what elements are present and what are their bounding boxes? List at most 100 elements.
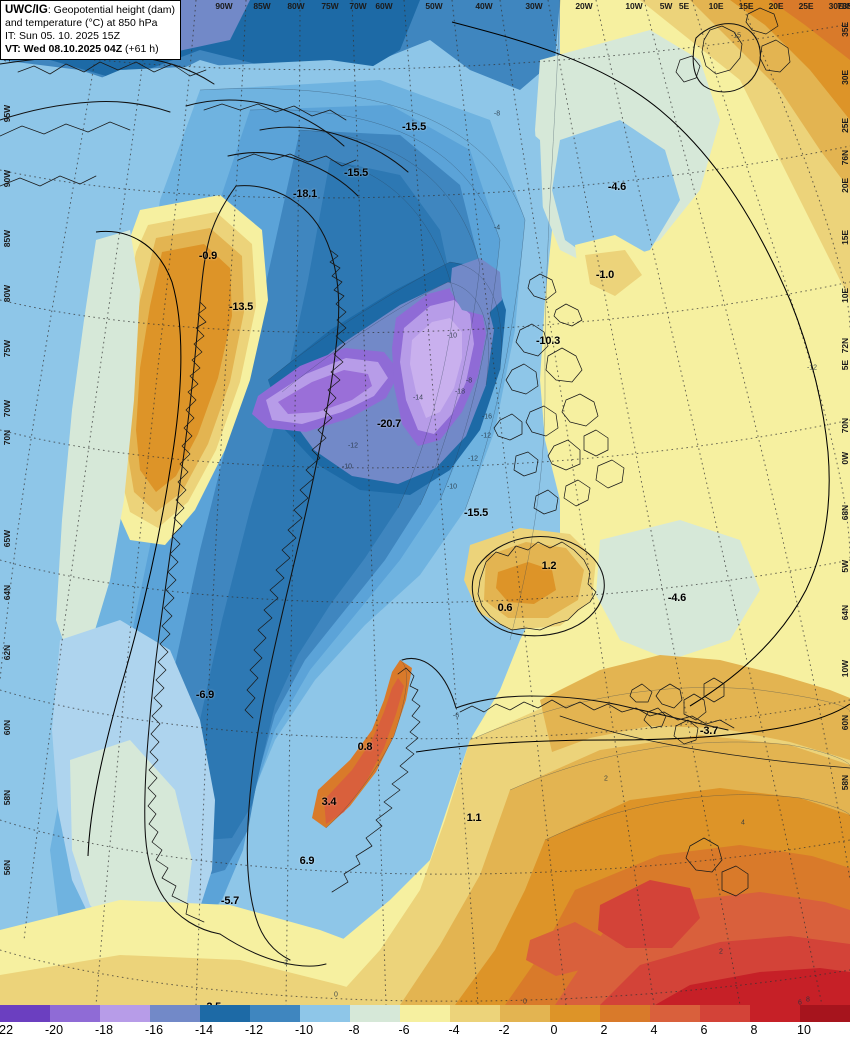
value-label: 1.2	[541, 560, 557, 572]
contour-label: 4	[741, 819, 745, 827]
colorbar-swatch	[0, 1005, 50, 1022]
colorbar-tick-label: 6	[700, 1023, 708, 1037]
lat-tick-label-right: 30E	[840, 70, 850, 85]
geopotential-height-contours	[87, 21, 850, 857]
contour-label: 6	[798, 999, 802, 1006]
info-title-line2: and temperature (°C) at 850 hPa	[5, 17, 158, 30]
lon-tick-label: 10E	[708, 1, 724, 11]
value-label: 1.1	[466, 812, 482, 824]
lon-tick-label: 15E	[738, 1, 754, 11]
value-label: 0.8	[357, 741, 373, 753]
colorbar-swatch	[150, 1005, 200, 1022]
lat-tick-label-left: 60N	[2, 720, 12, 736]
valid-time-value: VT: Wed 08.10.2025 04Z	[5, 42, 123, 55]
lat-tick-label-left: 95W	[2, 105, 12, 123]
init-time: IT: Sun 05. 10. 2025 15Z	[5, 30, 120, 43]
lon-tick-label: 90W	[215, 1, 233, 11]
value-label: -6.9	[195, 689, 215, 701]
colorbar-tick-label: -2	[498, 1023, 510, 1037]
colorbar-tick-label: -4	[448, 1023, 460, 1037]
value-label: 3.4	[321, 796, 337, 808]
info-box: UWC/IG: Geopotential height (dam) and te…	[0, 0, 182, 60]
colorbar-swatch	[500, 1005, 550, 1022]
temperature-field	[0, 0, 850, 1005]
colorbar-tick-label: -12	[244, 1023, 264, 1037]
lat-tick-label-right: 70N	[840, 418, 850, 434]
lat-tick-label-left: 70W	[2, 400, 12, 418]
value-label: -20.7	[376, 418, 402, 430]
colorbar-strip	[0, 1005, 850, 1022]
colorbar-tick-label: -18	[94, 1023, 114, 1037]
lat-tick-label-left: 64N	[2, 585, 12, 601]
value-label: -10.3	[535, 335, 561, 347]
value-label: -5.7	[220, 895, 240, 907]
colorbar-swatch	[700, 1005, 750, 1022]
lat-tick-label-right: 5E	[840, 360, 850, 371]
contour-label: -10	[446, 332, 458, 340]
lon-tick-label: 85W	[253, 1, 271, 11]
colorbar-tick-label: -14	[194, 1023, 214, 1037]
value-label: 0.6	[497, 602, 513, 614]
contour-label: -12	[467, 455, 479, 463]
value-label: -15.5	[401, 121, 427, 133]
contour-label: -2	[281, 959, 289, 967]
contour-label: -15	[730, 32, 742, 40]
lat-tick-label-right: 58N	[840, 775, 850, 791]
colorbar-tick-label: 0	[550, 1023, 558, 1037]
lat-tick-label-left: 58N	[2, 790, 12, 806]
lon-tick-label: 30W	[525, 1, 543, 11]
lat-tick-label-right: 10W	[840, 660, 850, 678]
colorbar-swatch	[50, 1005, 100, 1022]
contour-label: 2	[604, 775, 608, 783]
value-label: -3.7	[699, 725, 719, 737]
valid-time: VT: Wed 08.10.2025 04Z (+61 h)	[5, 43, 175, 56]
contour-label: 2	[719, 948, 723, 956]
colorbar-swatch	[650, 1005, 700, 1022]
lat-tick-label-right: 60N	[840, 715, 850, 731]
lat-tick-label-left: 70N	[2, 430, 12, 446]
lon-tick-label: 20E	[768, 1, 784, 11]
colorbar-tick-label: -10	[294, 1023, 314, 1037]
contour-label: 0	[334, 991, 338, 999]
contour-label: -8	[465, 377, 473, 385]
colorbar-tick-label: 4	[650, 1023, 658, 1037]
colorbar-tick-label: -16	[144, 1023, 164, 1037]
info-title-line1: UWC/IG: Geopotential height (dam)	[5, 3, 175, 17]
lat-tick-label-right: 25E	[840, 118, 850, 133]
contour-label: -18	[454, 388, 466, 396]
lat-tick-label-left: 80W	[2, 285, 12, 303]
contour-label: -12	[806, 364, 818, 372]
lat-tick-label-right: 68N	[840, 505, 850, 521]
lat-tick-label-left: 65W	[2, 530, 12, 548]
lon-tick-label: 20W	[575, 1, 593, 11]
colorbar-swatch	[100, 1005, 150, 1022]
lat-tick-label-left: 62N	[2, 645, 12, 661]
value-label: -13.5	[228, 301, 254, 313]
lat-tick-label-left: 56N	[2, 860, 12, 876]
value-label: -0.9	[198, 250, 218, 262]
lon-tick-label: 75W	[321, 1, 339, 11]
lat-tick-label-right: 5W	[840, 560, 850, 573]
lat-tick-label-left: 90W	[2, 170, 12, 188]
lon-tick-label: 50W	[425, 1, 443, 11]
colorbar-tick-label: -8	[348, 1023, 360, 1037]
lon-tick-label: 40W	[475, 1, 493, 11]
contour-label: -14	[412, 394, 424, 402]
contour-label: -4	[493, 224, 501, 232]
contour-label: -12	[347, 442, 359, 450]
contour-label: -10	[341, 463, 353, 471]
colorbar-tick-label: 10	[797, 1023, 811, 1037]
contour-label: -8	[493, 110, 501, 118]
colorbar-tick-label: -20	[44, 1023, 64, 1037]
lat-tick-label-right: 0W	[840, 452, 850, 465]
lon-tick-label: 10W	[625, 1, 643, 11]
lat-tick-label-right: 10E	[840, 288, 850, 303]
contour-label: 0	[523, 998, 527, 1006]
colorbar-swatch	[600, 1005, 650, 1022]
value-label: 6.9	[299, 855, 315, 867]
lon-tick-label: 5W	[659, 1, 673, 11]
map-canvas[interactable]: -15.5 -15.5 -18.1 -0.9 -13.5 -4.6 -1.0 -10.3 -20…	[0, 0, 850, 1005]
